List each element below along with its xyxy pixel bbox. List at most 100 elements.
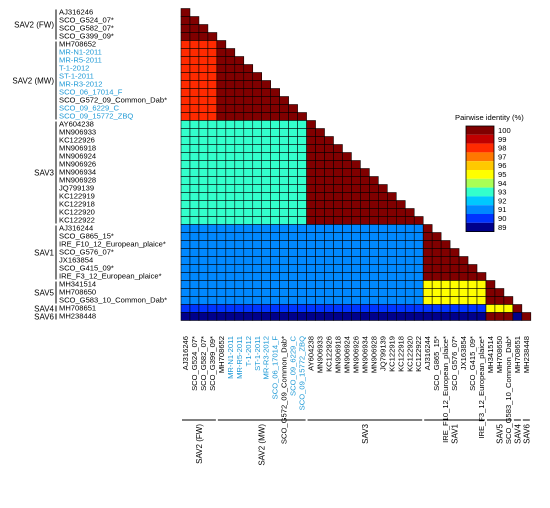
heatmap-cell — [189, 56, 200, 65]
heatmap-cell — [207, 288, 218, 297]
heatmap-cell — [225, 120, 236, 129]
heatmap-cell — [270, 304, 280, 313]
heatmap-cell — [234, 128, 245, 137]
heatmap-cell — [243, 240, 254, 249]
heatmap-cell — [189, 280, 200, 289]
heatmap-cell — [288, 200, 298, 209]
heatmap-cell — [297, 304, 307, 313]
heatmap-cell — [243, 280, 254, 289]
legend-swatch — [466, 205, 494, 214]
heatmap-cell — [216, 216, 227, 225]
heatmap-cell — [207, 248, 218, 257]
heatmap-cell — [198, 64, 209, 73]
legend-tick-label: 91 — [498, 205, 506, 214]
heatmap-cell — [252, 200, 263, 209]
heatmap-cell — [252, 304, 263, 313]
legend-tick-label: 93 — [498, 188, 506, 197]
heatmap-cell — [198, 80, 209, 89]
heatmap-cell — [369, 304, 379, 313]
heatmap-cell — [270, 112, 280, 121]
heatmap-cell — [180, 272, 191, 281]
heatmap-cell — [279, 232, 289, 241]
heatmap-cell — [216, 264, 227, 273]
heatmap-cell — [297, 168, 307, 177]
row-label: KC122918 — [59, 200, 95, 209]
heatmap-cell — [180, 144, 191, 153]
column-labels: AJ316246 SCO_G524_07* SCO_G582_07* SCO_G399… — [181, 335, 531, 444]
heatmap-cell — [324, 184, 334, 193]
legend-tick-label: 100 — [498, 126, 511, 135]
heatmap-cell — [279, 104, 289, 113]
heatmap-cell — [279, 184, 289, 193]
heatmap-cell — [207, 40, 218, 49]
heatmap-cell — [270, 120, 280, 129]
heatmap-cell — [207, 56, 218, 65]
heatmap-cell — [198, 288, 209, 297]
heatmap-cell — [243, 296, 254, 305]
heatmap-cell — [270, 128, 280, 137]
heatmap-cell — [261, 288, 271, 297]
heatmap-cell — [360, 248, 370, 257]
heatmap-cell — [342, 208, 352, 217]
heatmap-cell — [279, 152, 289, 161]
heatmap-cell — [261, 216, 271, 225]
heatmap-cell — [297, 296, 307, 305]
legend-swatch — [466, 178, 494, 188]
heatmap-cell — [270, 88, 280, 97]
column-label: MH708652 — [217, 336, 226, 373]
heatmap-cell — [279, 144, 289, 153]
heatmap-cell — [396, 296, 406, 305]
heatmap-cell — [440, 296, 451, 305]
heatmap-cell — [396, 312, 406, 321]
heatmap-cell — [431, 280, 442, 289]
heatmap-cell — [288, 184, 298, 193]
heatmap-cell — [234, 232, 245, 241]
heatmap-cell — [252, 296, 263, 305]
heatmap-cell — [279, 272, 289, 281]
heatmap-cell — [306, 208, 316, 217]
heatmap-cell — [324, 272, 334, 281]
heatmap-cell — [243, 216, 254, 225]
legend-swatch — [466, 161, 494, 170]
heatmap-cell — [234, 200, 245, 209]
row-label: KC122926 — [59, 136, 95, 145]
heatmap-cell — [449, 280, 460, 289]
heatmap-cell — [449, 288, 460, 297]
heatmap-cell — [243, 96, 254, 105]
heatmap-cell — [333, 216, 343, 225]
heatmap-cell — [216, 128, 227, 137]
heatmap-cell — [216, 96, 227, 105]
heatmap-cell — [279, 168, 289, 177]
heatmap-cell — [324, 208, 334, 217]
heatmap-cell — [207, 272, 218, 281]
heatmap-cell — [297, 312, 307, 321]
heatmap-cell — [315, 272, 325, 281]
heatmap-cell — [413, 296, 424, 305]
heatmap-cell — [270, 184, 280, 193]
column-label: SCO_G399_09* — [208, 336, 217, 391]
heatmap-cell — [180, 200, 191, 209]
heatmap-cell — [315, 256, 325, 265]
heatmap-cell — [234, 112, 245, 121]
heatmap-cell — [288, 304, 298, 313]
row-label: IRE_F10_12_European_plaice* — [59, 240, 166, 249]
heatmap-cell — [351, 312, 361, 321]
heatmap-cell — [422, 288, 433, 297]
heatmap-cell — [207, 152, 218, 161]
heatmap-cell — [378, 296, 388, 305]
heatmap-cell — [225, 144, 236, 153]
heatmap-cell — [485, 296, 496, 305]
heatmap-cell — [297, 128, 307, 137]
heatmap-cell — [387, 304, 397, 313]
heatmap-cell — [288, 312, 298, 321]
heatmap-cell — [422, 224, 433, 233]
column-label: SCO_09_15772_ZBQ — [298, 336, 307, 410]
heatmap-cell — [351, 176, 361, 185]
heatmap-cell — [198, 104, 209, 113]
row-label: SCO_G524_07* — [59, 16, 114, 25]
heatmap-cell — [189, 160, 200, 169]
heatmap-cell — [360, 224, 370, 233]
heatmap-cell — [360, 288, 370, 297]
heatmap-cell — [252, 80, 263, 89]
heatmap-cell — [324, 280, 334, 289]
